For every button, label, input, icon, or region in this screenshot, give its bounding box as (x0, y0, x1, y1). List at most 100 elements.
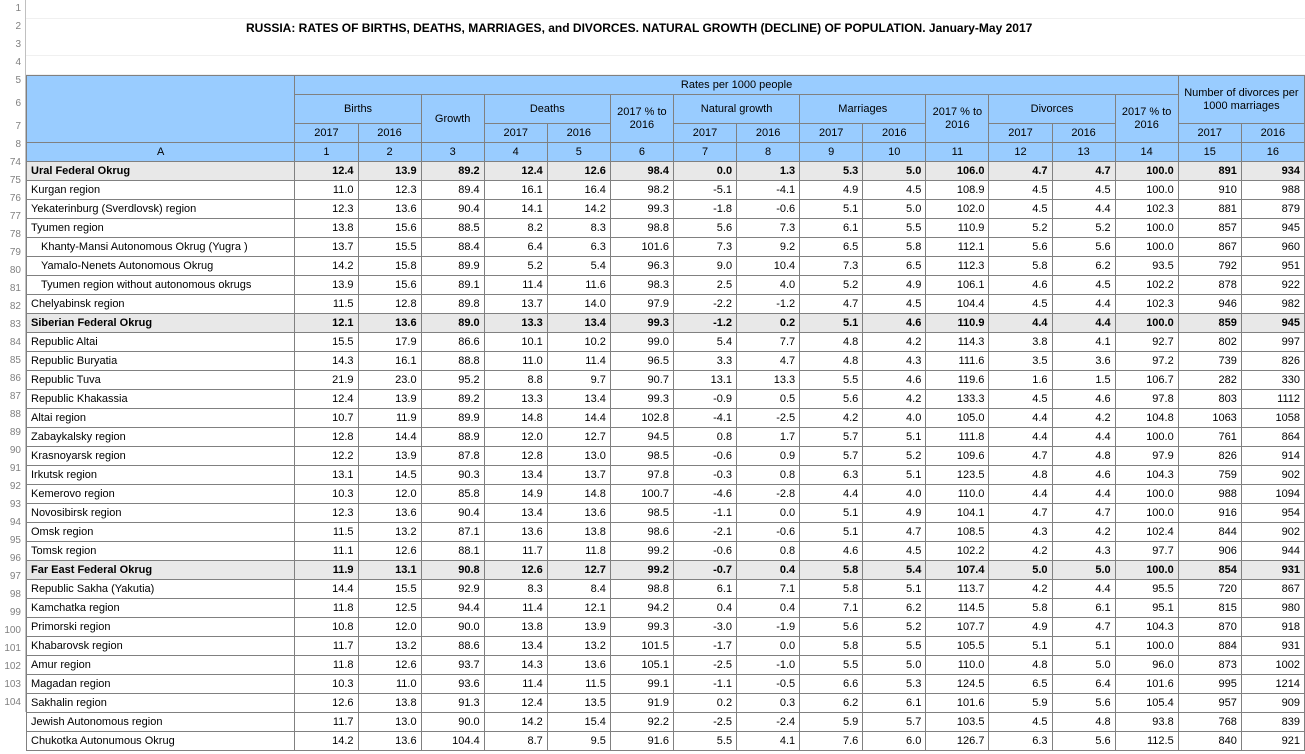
data-cell: 106.0 (926, 162, 989, 181)
data-cell: 5.5 (800, 656, 863, 675)
colnum: 16 (1241, 143, 1304, 162)
data-cell: -1.0 (737, 656, 800, 675)
data-cell: 5.5 (800, 371, 863, 390)
data-cell: 761 (1178, 428, 1241, 447)
data-cell: 104.4 (926, 295, 989, 314)
data-cell: 12.2 (295, 447, 358, 466)
data-cell: 12.7 (547, 428, 610, 447)
data-cell: 6.4 (484, 238, 547, 257)
data-cell: 88.6 (421, 637, 484, 656)
data-cell: 945 (1241, 314, 1304, 333)
data-cell: 104.8 (1115, 409, 1178, 428)
data-cell: 5.1 (800, 523, 863, 542)
data-cell: 96.0 (1115, 656, 1178, 675)
data-cell: 13.4 (547, 390, 610, 409)
header-deaths-2017: 2017 (484, 124, 547, 143)
data-cell: 988 (1241, 181, 1304, 200)
data-cell: 12.5 (358, 599, 421, 618)
data-cell: 13.6 (547, 504, 610, 523)
table-row: Republic Buryatia14.316.188.811.011.496.… (27, 352, 1305, 371)
region-cell: Khanty-Mansi Autonomous Okrug (Yugra ) (27, 238, 295, 257)
region-cell: Novosibirsk region (27, 504, 295, 523)
row-number: 5 (0, 72, 26, 90)
data-cell: 9.0 (673, 257, 736, 276)
data-cell: 0.4 (737, 561, 800, 580)
data-cell: 10.3 (295, 675, 358, 694)
data-cell: 7.1 (737, 580, 800, 599)
data-cell: 12.3 (295, 504, 358, 523)
data-cell: 4.6 (989, 276, 1052, 295)
row-number: 80 (0, 262, 26, 280)
data-cell: 6.3 (800, 466, 863, 485)
data-cell: 4.8 (989, 656, 1052, 675)
data-cell: 101.6 (926, 694, 989, 713)
data-cell: 11.8 (547, 542, 610, 561)
table-row: Republic Khakassia12.413.989.213.313.499… (27, 390, 1305, 409)
data-cell: 5.2 (1052, 219, 1115, 238)
data-cell: 90.8 (421, 561, 484, 580)
data-cell: 0.8 (737, 466, 800, 485)
data-cell: 4.2 (989, 580, 1052, 599)
data-cell: 1058 (1241, 409, 1304, 428)
table-row: Kemerovo region10.312.085.814.914.8100.7… (27, 485, 1305, 504)
data-cell: -0.6 (673, 542, 736, 561)
data-cell: 870 (1178, 618, 1241, 637)
data-cell: 13.7 (484, 295, 547, 314)
data-cell: 1.6 (989, 371, 1052, 390)
region-cell: Zabaykalsky region (27, 428, 295, 447)
data-cell: 4.4 (1052, 428, 1115, 447)
region-cell: Siberian Federal Okrug (27, 314, 295, 333)
data-cell: 854 (1178, 561, 1241, 580)
data-cell: 4.7 (1052, 162, 1115, 181)
data-cell: 4.8 (1052, 713, 1115, 732)
data-cell: 100.0 (1115, 561, 1178, 580)
data-cell: 96.3 (610, 257, 673, 276)
data-cell: 12.6 (358, 656, 421, 675)
data-cell: 6.1 (800, 219, 863, 238)
data-cell: 97.7 (1115, 542, 1178, 561)
data-cell: 102.2 (926, 542, 989, 561)
data-cell: 7.3 (737, 219, 800, 238)
data-cell: 98.8 (610, 580, 673, 599)
data-cell: 98.3 (610, 276, 673, 295)
data-cell: 5.2 (989, 219, 1052, 238)
data-cell: 3.6 (1052, 352, 1115, 371)
table-row: Khanty-Mansi Autonomous Okrug (Yugra )13… (27, 238, 1305, 257)
data-cell: 4.7 (1052, 618, 1115, 637)
data-cell: 4.9 (989, 618, 1052, 637)
region-cell: Far East Federal Okrug (27, 561, 295, 580)
data-cell: 5.5 (863, 219, 926, 238)
data-cell: 99.2 (610, 542, 673, 561)
data-cell: 4.7 (1052, 504, 1115, 523)
data-cell: 4.6 (1052, 466, 1115, 485)
data-cell: 89.9 (421, 409, 484, 428)
data-cell: -4.6 (673, 485, 736, 504)
data-cell: 17.9 (358, 333, 421, 352)
data-cell: 0.0 (673, 162, 736, 181)
data-cell: 86.6 (421, 333, 484, 352)
data-cell: 13.6 (547, 656, 610, 675)
header-births: Births (295, 95, 421, 124)
row-number: 74 (0, 154, 26, 172)
data-cell: 113.7 (926, 580, 989, 599)
row-number: 6 (0, 90, 26, 118)
data-cell: 946 (1178, 295, 1241, 314)
data-cell: 5.0 (1052, 561, 1115, 580)
data-cell: 4.1 (737, 732, 800, 751)
data-cell: -3.0 (673, 618, 736, 637)
data-cell: 5.6 (1052, 238, 1115, 257)
data-cell: 14.3 (484, 656, 547, 675)
data-cell: 13.1 (295, 466, 358, 485)
region-cell: Primorski region (27, 618, 295, 637)
data-cell: 5.8 (989, 257, 1052, 276)
data-cell: 10.4 (737, 257, 800, 276)
data-cell: 10.7 (295, 409, 358, 428)
data-cell: 6.5 (989, 675, 1052, 694)
data-cell: 4.7 (989, 162, 1052, 181)
table-row: Tyumen region without autonomous okrugs1… (27, 276, 1305, 295)
table-row: Magadan region10.311.093.611.411.599.1-1… (27, 675, 1305, 694)
data-cell: 23.0 (358, 371, 421, 390)
data-cell: -0.6 (737, 523, 800, 542)
data-cell: -2.5 (737, 409, 800, 428)
table-row: Ural Federal Okrug12.413.989.212.412.698… (27, 162, 1305, 181)
